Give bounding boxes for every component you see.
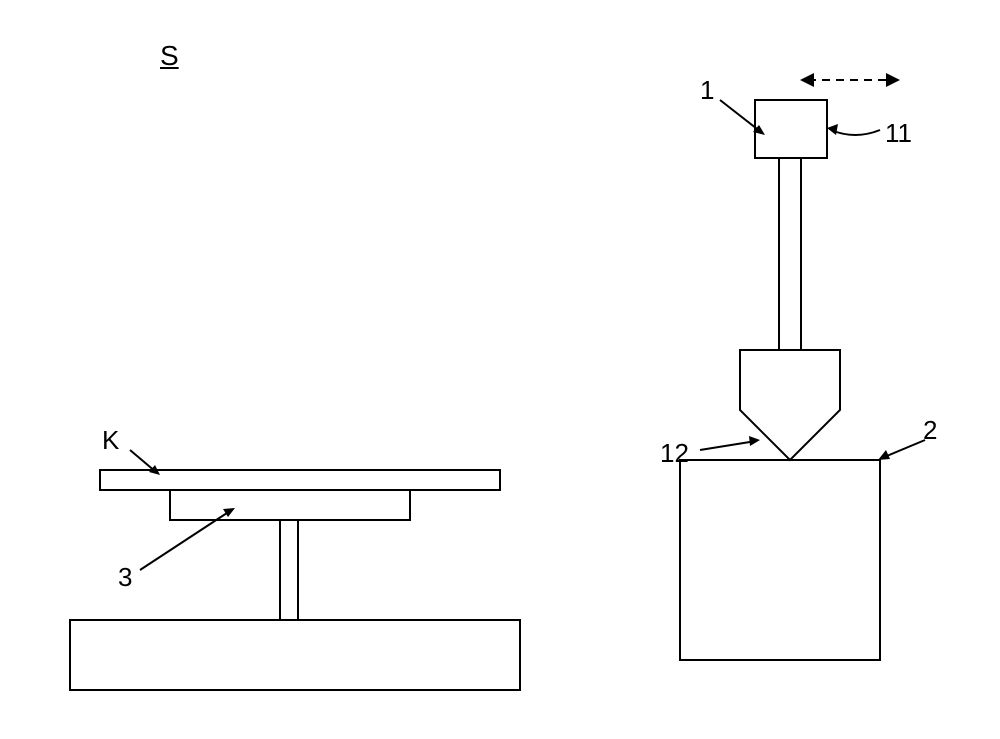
leader-1 <box>720 100 765 135</box>
label-S: S <box>160 40 179 72</box>
leader-K <box>130 450 160 475</box>
leader-2 <box>878 440 925 460</box>
diagram-canvas: S K 3 1 11 12 2 <box>0 0 1000 739</box>
chuck <box>170 490 410 520</box>
label-2: 2 <box>923 415 937 446</box>
leader-12 <box>700 436 760 450</box>
box-2 <box>680 460 880 660</box>
label-1: 1 <box>700 75 714 106</box>
movement-arrow <box>800 73 900 87</box>
label-11: 11 <box>885 118 912 149</box>
diagram-svg <box>0 0 1000 739</box>
head-box <box>755 100 827 158</box>
post <box>280 520 298 620</box>
leader-11 <box>827 124 880 135</box>
wafer <box>100 470 500 490</box>
label-3: 3 <box>118 562 132 593</box>
label-K: K <box>102 425 119 456</box>
nozzle <box>740 350 840 460</box>
base-rect <box>70 620 520 690</box>
pipe <box>779 158 801 350</box>
leader-3 <box>140 508 235 570</box>
label-12: 12 <box>660 438 689 469</box>
